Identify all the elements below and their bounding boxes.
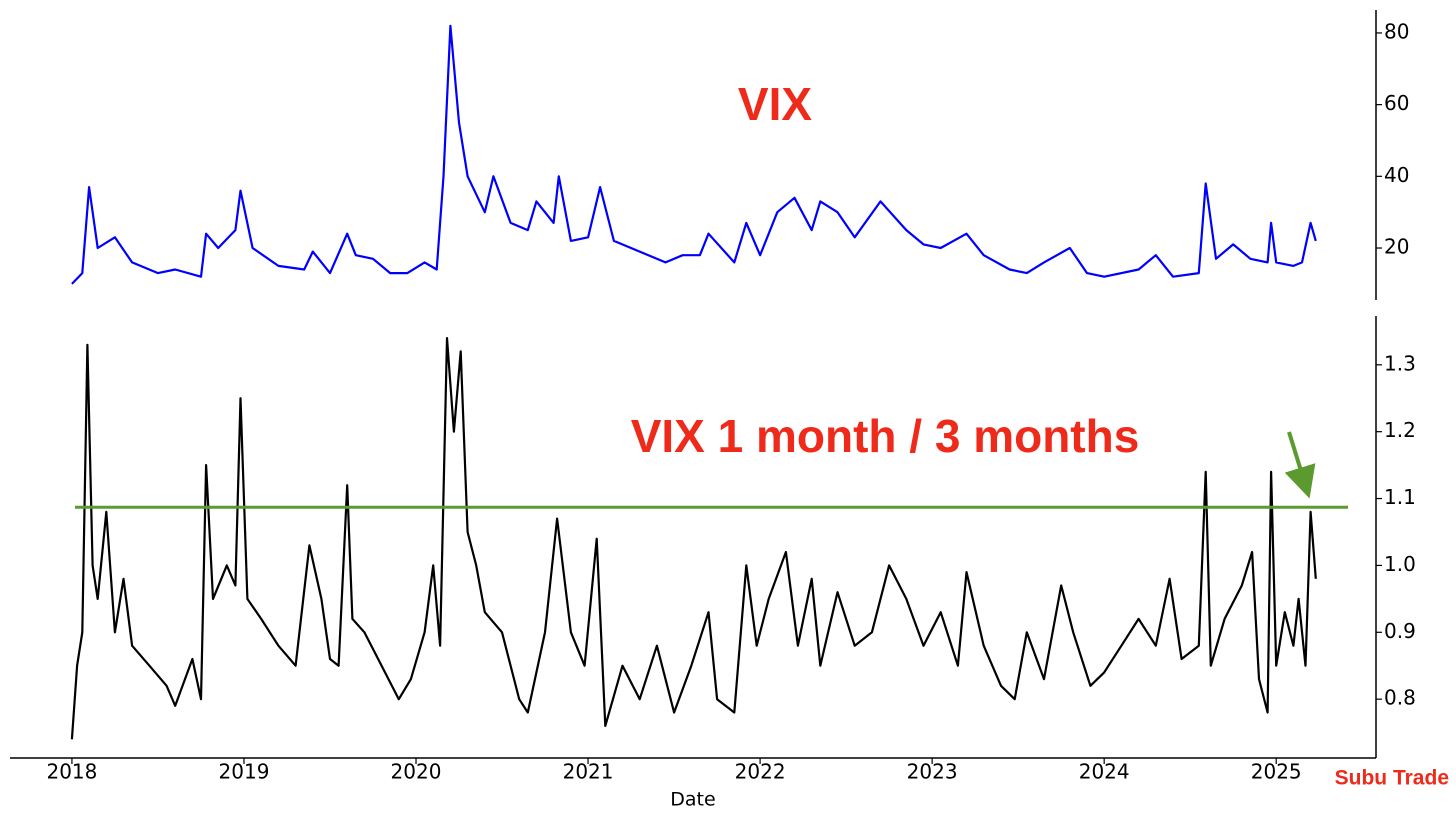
arrow bbox=[1284, 431, 1316, 499]
x-tick-label: 2022 bbox=[735, 760, 786, 784]
panel-title: VIX 1 month / 3 months bbox=[631, 410, 1140, 462]
x-tick-label: 2018 bbox=[46, 760, 97, 784]
panel-title: VIX bbox=[738, 78, 812, 130]
x-tick-label: 2021 bbox=[563, 760, 614, 784]
x-tick-label: 2024 bbox=[1079, 760, 1130, 784]
y-tick-label: 1.1 bbox=[1384, 485, 1416, 509]
x-tick-label: 2023 bbox=[907, 760, 958, 784]
x-tick-label: 2020 bbox=[391, 760, 442, 784]
y-tick-label: 60 bbox=[1384, 91, 1409, 115]
y-tick-label: 1.3 bbox=[1384, 351, 1416, 375]
y-tick-label: 40 bbox=[1384, 163, 1409, 187]
watermark: Subu Trade bbox=[1335, 767, 1449, 790]
y-tick-label: 20 bbox=[1384, 235, 1409, 259]
x-tick-label: 2025 bbox=[1251, 760, 1302, 784]
y-tick-label: 0.9 bbox=[1384, 619, 1416, 643]
y-tick-label: 80 bbox=[1384, 19, 1409, 43]
y-tick-label: 1.2 bbox=[1384, 418, 1416, 442]
x-axis-label: Date bbox=[670, 789, 715, 811]
data-line bbox=[70, 337, 1317, 740]
y-tick-label: 0.8 bbox=[1384, 686, 1416, 710]
data-line bbox=[71, 24, 1317, 285]
x-tick-label: 2019 bbox=[219, 760, 270, 784]
y-tick-label: 1.0 bbox=[1384, 552, 1416, 576]
